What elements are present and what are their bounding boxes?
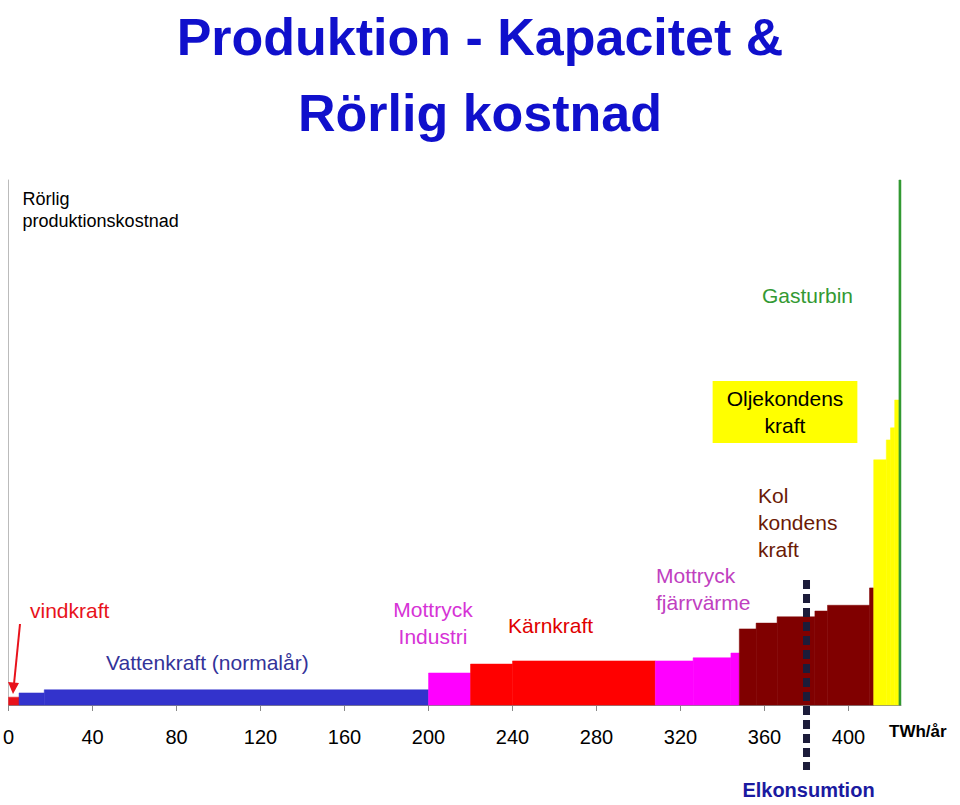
svg-text:Kärnkraft: Kärnkraft — [508, 614, 593, 637]
svg-text:Gasturbin: Gasturbin — [762, 284, 853, 307]
svg-text:Rörlig: Rörlig — [23, 189, 70, 209]
svg-text:320: 320 — [664, 726, 697, 748]
svg-text:produktionskostnad: produktionskostnad — [23, 211, 179, 231]
svg-text:0: 0 — [3, 726, 14, 748]
svg-text:Mottryck: Mottryck — [393, 598, 473, 621]
svg-text:Kol: Kol — [758, 484, 788, 507]
svg-text:Oljekondens: Oljekondens — [727, 387, 844, 410]
svg-text:120: 120 — [244, 726, 277, 748]
svg-text:kondens: kondens — [758, 511, 837, 534]
svg-text:200: 200 — [412, 726, 445, 748]
svg-text:Produktion - Kapacitet &: Produktion - Kapacitet & — [177, 8, 784, 66]
svg-text:360: 360 — [748, 726, 781, 748]
svg-text:Elkonsumtion: Elkonsumtion — [742, 779, 874, 801]
svg-text:kraft: kraft — [758, 538, 799, 561]
svg-text:TWh/år: TWh/år — [889, 722, 947, 741]
svg-text:kraft: kraft — [765, 414, 806, 437]
svg-text:vindkraft: vindkraft — [30, 599, 110, 622]
svg-text:280: 280 — [580, 726, 613, 748]
svg-text:240: 240 — [496, 726, 529, 748]
svg-text:80: 80 — [165, 726, 187, 748]
svg-text:Rörlig kostnad: Rörlig kostnad — [298, 84, 662, 142]
svg-text:160: 160 — [328, 726, 361, 748]
svg-text:400: 400 — [832, 726, 865, 748]
svg-text:Mottryck: Mottryck — [656, 564, 736, 587]
svg-text:Industri: Industri — [399, 625, 468, 648]
svg-text:Vattenkraft (normalår): Vattenkraft (normalår) — [106, 651, 309, 674]
svg-text:40: 40 — [81, 726, 103, 748]
svg-text:fjärrvärme: fjärrvärme — [656, 591, 751, 614]
